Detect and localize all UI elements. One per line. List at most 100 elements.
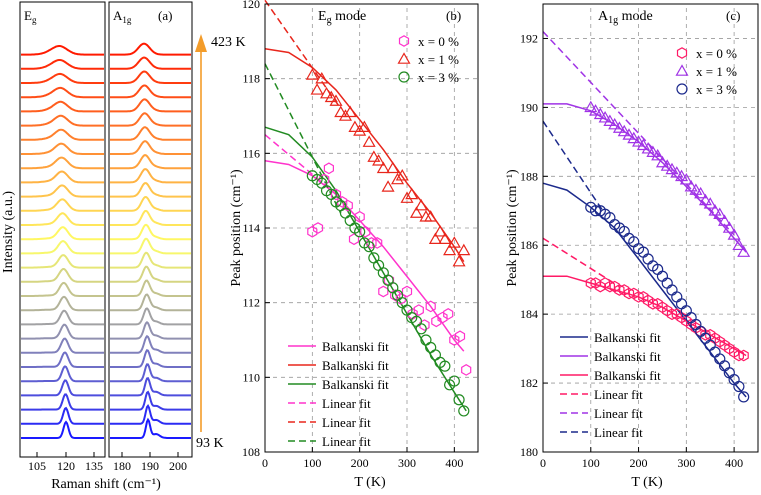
data-point-circle (661, 277, 673, 289)
data-point-triangle (698, 193, 712, 206)
y-tick-label: 110 (242, 370, 260, 384)
legend-series-label: x = 3 % (418, 70, 459, 85)
linear-fit-line-4 (542, 237, 620, 288)
fit-legend-label: Linear fit (322, 415, 371, 430)
data-point-triangle (343, 105, 357, 118)
fit-legend-label: Balkanski fit (322, 339, 389, 354)
temperature-arrow-head (195, 34, 207, 52)
data-point-triangle (447, 236, 461, 248)
data-point-circle (709, 346, 721, 358)
eg-spectrum-6 (21, 351, 104, 368)
data-point-triangle (675, 169, 689, 182)
data-point-triangle (320, 86, 334, 99)
data-point-triangle (660, 159, 674, 171)
legend-marker-circle (398, 71, 410, 83)
data-point-triangle (376, 161, 390, 174)
balkanski-fit-line-2 (543, 103, 747, 253)
legend-marker-triangle (675, 64, 689, 76)
data-point-triangle (414, 198, 428, 211)
y-tick-label: 112 (242, 296, 260, 310)
data-point-triangle (603, 114, 617, 126)
eg-spectrum-5 (21, 365, 104, 383)
fit-legend-label: Balkanski fit (594, 330, 661, 345)
data-point-circle (738, 391, 750, 403)
y-tick-label: 186 (520, 238, 538, 252)
data-point-triangle (722, 221, 736, 233)
eg-spectrum-13 (21, 254, 104, 269)
a1g-spectrum-24 (110, 98, 191, 113)
data-point-triangle (315, 71, 329, 84)
data-point-triangle (391, 172, 405, 185)
data-point-hexagon (449, 334, 460, 346)
balkanski-fit-line-1 (264, 160, 465, 352)
data-point-hexagon (666, 308, 678, 321)
panel-b-tag: (b) (446, 8, 461, 23)
panel-c-ticks: 0 100 200 300 400 180 182 184 186 188 190 192 (520, 31, 743, 470)
panel-b-title: Eg mode (318, 9, 366, 26)
data-point-triangle (708, 204, 722, 216)
eg-spectrum-22 (21, 128, 104, 141)
data-point-triangle (372, 154, 386, 166)
a1g-spectrum-11 (110, 279, 191, 297)
data-point-hexagon (437, 311, 448, 324)
a1g-spectrum-10 (110, 293, 191, 312)
data-point-triangle (670, 166, 684, 178)
x-tick-label: 200 (630, 456, 648, 470)
x-tick-label: 300 (398, 456, 416, 470)
data-point-hexagon (419, 319, 430, 331)
data-point-triangle (424, 210, 438, 222)
data-point-triangle (428, 232, 442, 244)
data-point-triangle (684, 179, 698, 192)
x-tick-label: 0 (540, 456, 546, 470)
a1g-spectrum-5 (110, 363, 191, 383)
fit-legend-label: Balkanski fit (322, 358, 389, 373)
data-point-circle (415, 323, 427, 335)
data-point-hexagon (366, 237, 377, 249)
data-point-triangle (622, 128, 636, 140)
data-point-circle (704, 339, 716, 351)
x-tick-label: 400 (725, 456, 743, 470)
y-tick-label: 188 (520, 169, 538, 183)
data-point-triangle (305, 68, 319, 80)
eg-spectrum-9 (21, 309, 104, 326)
panel-a-right-tick-label: 180 (113, 459, 131, 473)
data-point-triangle (329, 94, 343, 106)
x-tick-label: 0 (262, 456, 268, 470)
data-point-hexagon (647, 297, 659, 310)
x-tick-label: 100 (303, 456, 321, 470)
eg-spectrum-28 (21, 45, 104, 56)
a1g-spectrum-19 (110, 168, 191, 184)
y-tick-label: 182 (520, 376, 538, 390)
panel-c-ylabel: Peak position (cm⁻¹) (505, 169, 520, 287)
data-point-triangle (593, 107, 607, 120)
data-point-triangle (612, 121, 626, 133)
panel-c-xlabel: T (K) (631, 475, 663, 490)
panel-c-frame (542, 3, 759, 453)
data-point-triangle (627, 131, 641, 144)
data-point-hexagon (319, 173, 330, 186)
eg-spectrum-21 (21, 142, 104, 155)
fit-legend-label: Linear fit (594, 406, 643, 421)
data-point-triangle (405, 187, 419, 200)
data-point-triangle (641, 142, 655, 154)
data-point-circle (666, 284, 678, 296)
panel-a-left-tick-label: 135 (85, 459, 103, 473)
data-point-hexagon (461, 364, 472, 376)
eg-spectrum-12 (21, 268, 104, 283)
a1g-spectrum-22 (110, 126, 191, 141)
data-point-triangle (636, 138, 650, 151)
panel-b-marker-legend: x = 0 % x = 1 % x = 3 % (397, 34, 459, 85)
data-point-circle (439, 360, 451, 372)
eg-spectrum-10 (21, 295, 104, 312)
linear-fit-line-6 (542, 120, 606, 215)
data-point-triangle (348, 120, 362, 132)
panel-b-ticks: 0 100 200 300 400 108 110 112 114 116 118 120 (242, 0, 463, 470)
data-point-hexagon (431, 315, 442, 328)
a1g-spectrum-6 (110, 348, 191, 368)
a1g-spectrum-25 (110, 84, 191, 99)
eg-spectrum-2 (21, 406, 104, 425)
fit-legend-label: Balkanski fit (594, 368, 661, 383)
eg-spectrum-15 (21, 226, 104, 241)
legend-series-label: x = 1 % (696, 64, 737, 79)
